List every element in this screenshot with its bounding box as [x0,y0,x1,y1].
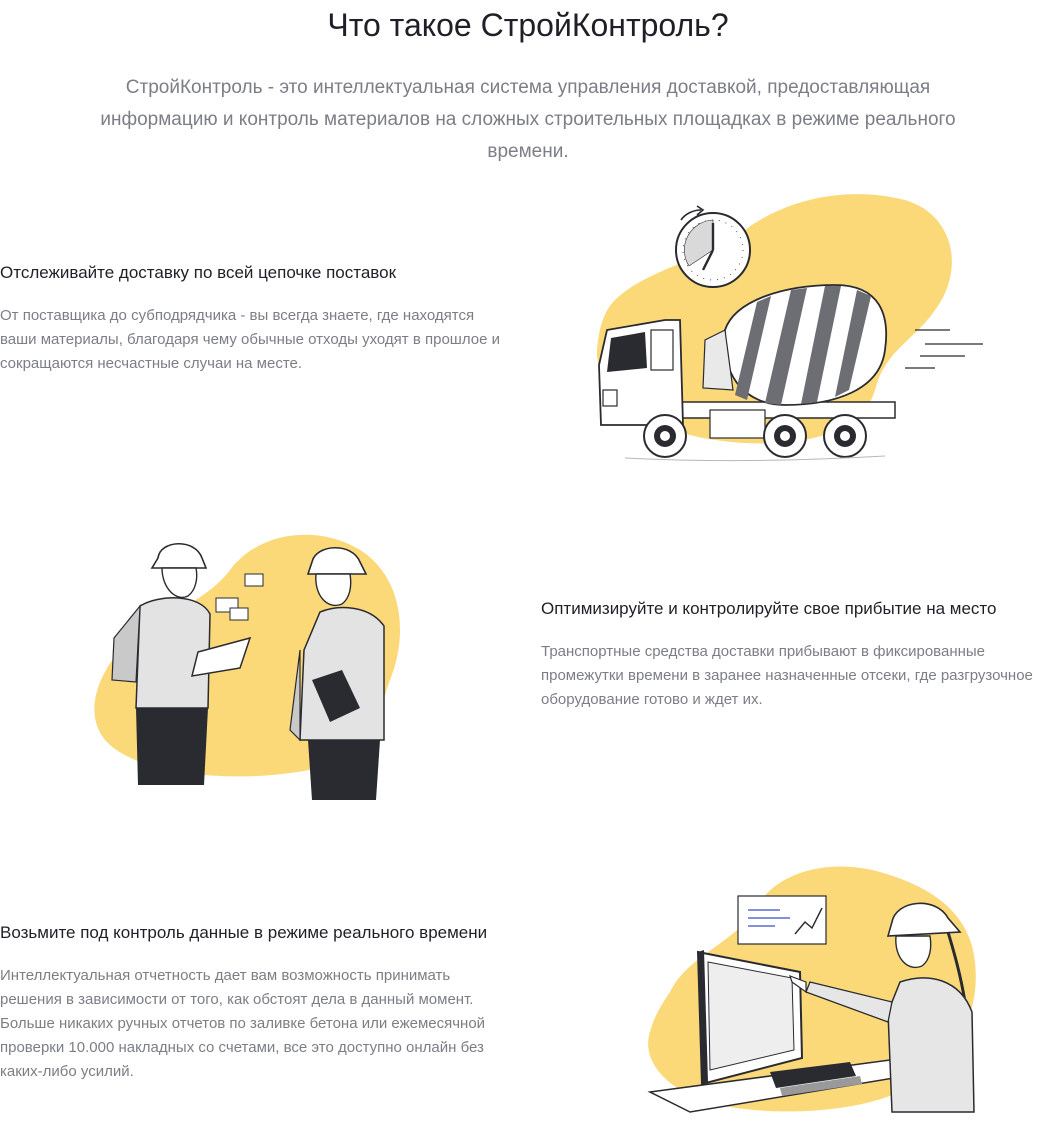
feature-title: Возьмите под контроль данные в режиме ре… [0,923,488,942]
intro-text: СтройКонтроль - это интеллектуальная сис… [100,77,956,162]
wheels [643,414,867,458]
feature-description: Интеллектуальная отчетность дает вам воз… [0,967,486,1080]
feature-title: Отслеживайте доставку по всей цепочке по… [0,263,397,282]
cement-truck-illustration [585,190,995,470]
feature-realtime-data: Возьмите под контроль данные в режиме ре… [0,921,510,1084]
worker-at-computer [789,902,975,1113]
monitor [696,950,804,1086]
mixer-drum [702,284,888,406]
feature-title: Оптимизируйте и контролируйте свое прибы… [541,599,997,618]
feature-description: От поставщика до субподрядчика - вы всег… [0,307,500,372]
clock-icon [675,205,751,288]
feature-description: Транспортные средства доставки прибывают… [541,643,1033,708]
worker-right [289,547,385,800]
worker-left [111,543,252,785]
workers-illustration [80,530,420,810]
feature-tracking: Отслеживайте доставку по всей цепочке по… [0,261,500,376]
chart-card-icon [737,895,827,945]
computer-worker-illustration [630,862,1000,1132]
feature-arrival: Оптимизируйте и контролируйте свое прибы… [541,597,1041,712]
page-title: Что такое СтройКонтроль? [327,7,729,43]
